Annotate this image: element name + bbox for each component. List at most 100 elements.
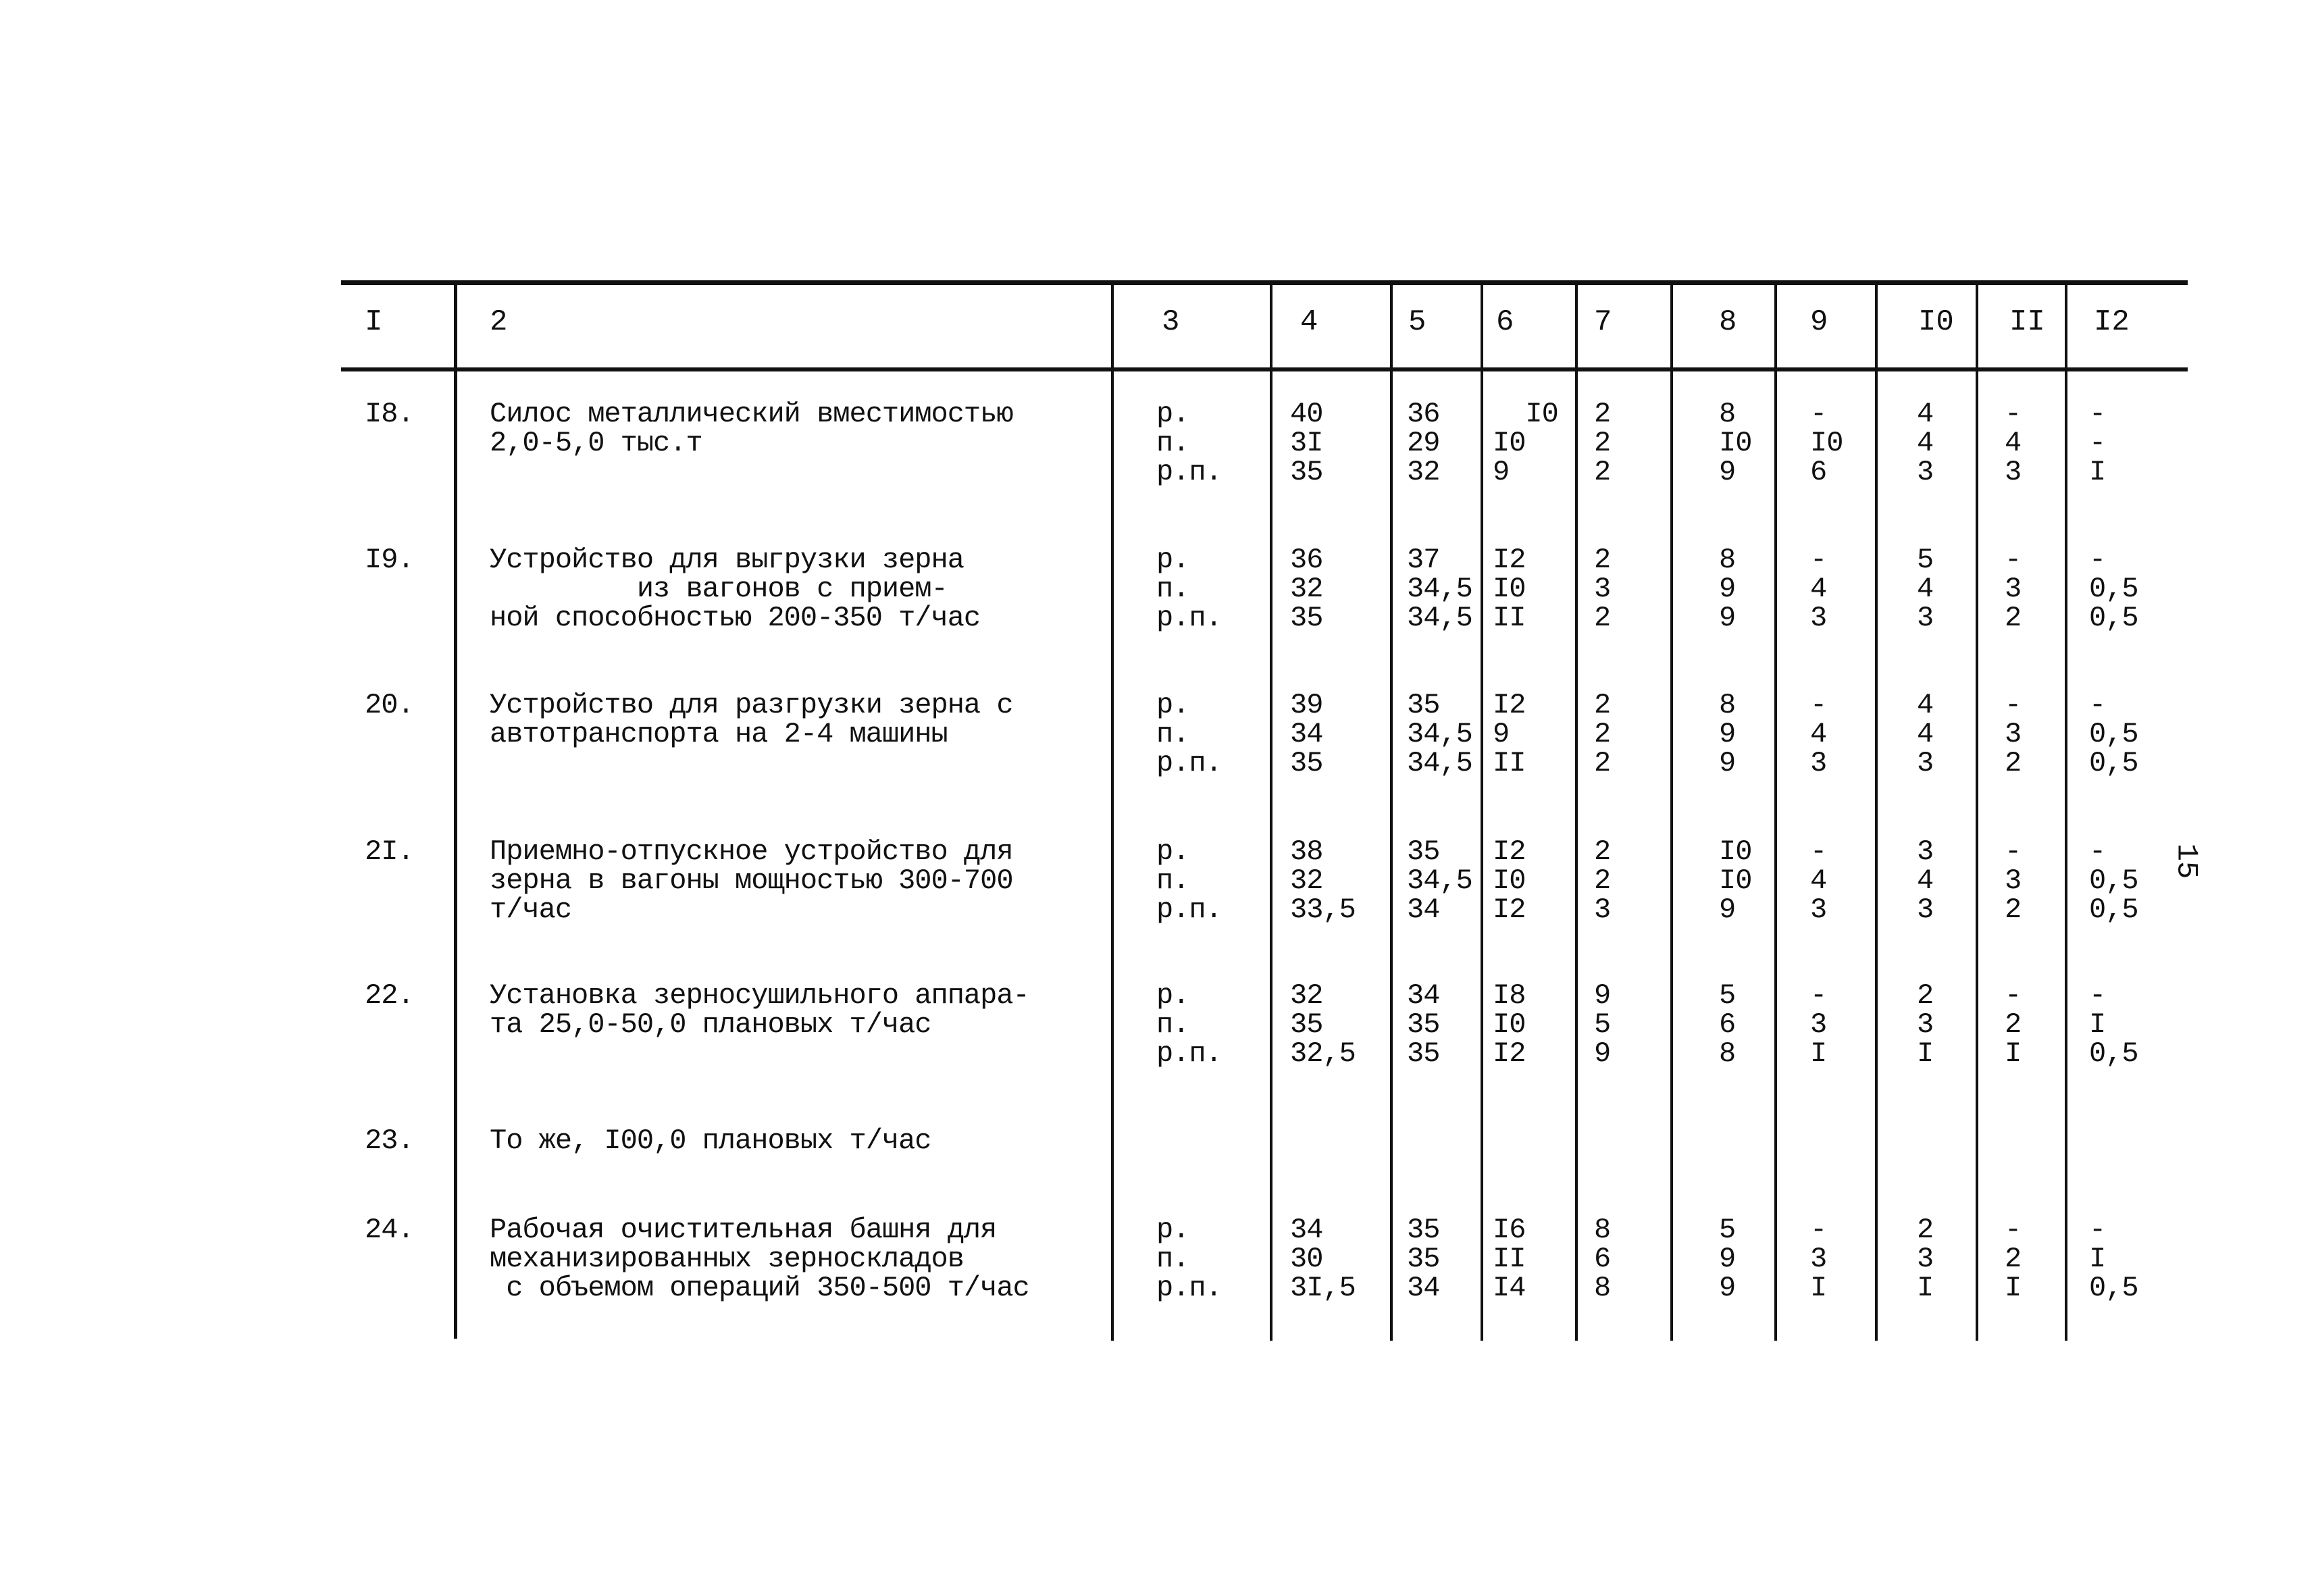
value-c9: 4 bbox=[1810, 865, 1827, 897]
row-type-label: р.п. bbox=[1156, 602, 1223, 634]
value-c9: 3 bbox=[1810, 747, 1827, 779]
column-header-2: 2 bbox=[490, 305, 508, 339]
value-c5: 34,5 bbox=[1407, 573, 1473, 605]
value-c4: 38 bbox=[1290, 835, 1323, 868]
value-c5: 35 bbox=[1407, 1243, 1440, 1275]
value-c12: 0,5 bbox=[2089, 1272, 2139, 1304]
value-c11: - bbox=[2005, 689, 2022, 721]
page-number: 15 bbox=[2169, 843, 2203, 879]
value-c11: - bbox=[2005, 1214, 2022, 1246]
value-c11: 3 bbox=[2005, 456, 2022, 488]
value-c10: 3 bbox=[1917, 1243, 1934, 1275]
row-type-label: п. bbox=[1156, 865, 1189, 897]
value-c8: 9 bbox=[1719, 456, 1736, 488]
value-c6: II bbox=[1493, 602, 1526, 634]
column-header-10: I0 bbox=[1918, 305, 1954, 339]
row-description-line: зерна в вагоны мощностью 300-700 bbox=[490, 865, 1014, 897]
row-number: I8. bbox=[365, 398, 415, 430]
row-description-line: Устройство для выгрузки зерна bbox=[490, 544, 965, 576]
value-c8: 9 bbox=[1719, 602, 1736, 634]
row-type-label: р.п. bbox=[1156, 1037, 1223, 1070]
value-c6: II bbox=[1493, 747, 1526, 779]
value-c12: - bbox=[2089, 689, 2106, 721]
value-c10: 3 bbox=[1917, 835, 1934, 868]
value-c7: 3 bbox=[1594, 894, 1611, 926]
value-c11: - bbox=[2005, 979, 2022, 1012]
value-c5: 35 bbox=[1407, 1214, 1440, 1246]
value-c7: 8 bbox=[1594, 1272, 1611, 1304]
table-top-rule bbox=[341, 280, 2188, 285]
value-c12: I bbox=[2089, 1243, 2106, 1275]
value-c5: 34,5 bbox=[1407, 718, 1473, 750]
value-c8: 5 bbox=[1719, 979, 1736, 1012]
value-c8: I0 bbox=[1719, 427, 1752, 459]
value-c7: 3 bbox=[1594, 573, 1611, 605]
value-c9: - bbox=[1810, 398, 1827, 430]
value-c10: 4 bbox=[1917, 718, 1934, 750]
row-type-label: п. bbox=[1156, 573, 1189, 605]
column-divider bbox=[1976, 284, 1978, 1341]
value-c6: I2 bbox=[1493, 1037, 1526, 1070]
value-c4: 39 bbox=[1290, 689, 1323, 721]
value-c11: 2 bbox=[2005, 894, 2022, 926]
value-c9: I bbox=[1810, 1272, 1827, 1304]
column-divider bbox=[454, 284, 457, 1339]
row-number: I9. bbox=[365, 544, 415, 576]
value-c8: 9 bbox=[1719, 718, 1736, 750]
value-c11: - bbox=[2005, 398, 2022, 430]
value-c11: - bbox=[2005, 544, 2022, 576]
value-c12: 0,5 bbox=[2089, 1037, 2139, 1070]
row-type-label: р.п. bbox=[1156, 894, 1223, 926]
value-c12: 0,5 bbox=[2089, 894, 2139, 926]
value-c12: - bbox=[2089, 1214, 2106, 1246]
value-c6: I0 bbox=[1493, 573, 1526, 605]
value-c6: I2 bbox=[1493, 544, 1526, 576]
value-c11: 4 bbox=[2005, 427, 2022, 459]
value-c8: 9 bbox=[1719, 1243, 1736, 1275]
value-c7: 2 bbox=[1594, 456, 1611, 488]
row-type-label: п. bbox=[1156, 427, 1189, 459]
value-c5: 34,5 bbox=[1407, 865, 1473, 897]
value-c11: I bbox=[2005, 1037, 2022, 1070]
row-type-label: р. bbox=[1156, 835, 1189, 868]
row-number: 22. bbox=[365, 979, 415, 1012]
value-c5: 34,5 bbox=[1407, 602, 1473, 634]
value-c10: 4 bbox=[1917, 398, 1934, 430]
column-divider bbox=[1774, 284, 1777, 1341]
value-c12: - bbox=[2089, 398, 2106, 430]
row-description-line: механизированных зерноскладов bbox=[490, 1243, 965, 1275]
value-c7: 6 bbox=[1594, 1243, 1611, 1275]
value-c5: 37 bbox=[1407, 544, 1440, 576]
column-divider bbox=[1270, 284, 1272, 1341]
value-c5: 35 bbox=[1407, 1037, 1440, 1070]
value-c12: 0,5 bbox=[2089, 865, 2139, 897]
value-c9: I0 bbox=[1810, 427, 1843, 459]
value-c11: 3 bbox=[2005, 573, 2022, 605]
value-c4: 30 bbox=[1290, 1243, 1323, 1275]
value-c11: 2 bbox=[2005, 1243, 2022, 1275]
row-type-label: р.п. bbox=[1156, 747, 1223, 779]
value-c10: I bbox=[1917, 1037, 1934, 1070]
row-type-label: р.п. bbox=[1156, 1272, 1223, 1304]
column-divider bbox=[1670, 284, 1673, 1341]
value-c4: 3I,5 bbox=[1290, 1272, 1356, 1304]
value-c7: 2 bbox=[1594, 602, 1611, 634]
column-header-9: 9 bbox=[1810, 305, 1828, 339]
value-c7: 2 bbox=[1594, 865, 1611, 897]
value-c7: 2 bbox=[1594, 718, 1611, 750]
value-c5: 34 bbox=[1407, 979, 1440, 1012]
value-c8: 8 bbox=[1719, 544, 1736, 576]
row-type-label: р. bbox=[1156, 689, 1189, 721]
column-header-3: 3 bbox=[1162, 305, 1180, 339]
value-c10: 3 bbox=[1917, 602, 1934, 634]
row-description-line: ной способностью 200-350 т/час bbox=[490, 602, 981, 634]
column-header-12: I2 bbox=[2094, 305, 2130, 339]
value-c4: 34 bbox=[1290, 1214, 1323, 1246]
value-c5: 34 bbox=[1407, 1272, 1440, 1304]
value-c9: 4 bbox=[1810, 718, 1827, 750]
row-type-label: р. bbox=[1156, 544, 1189, 576]
value-c5: 35 bbox=[1407, 835, 1440, 868]
column-divider bbox=[2065, 284, 2067, 1341]
column-divider bbox=[1575, 284, 1578, 1341]
row-description-line: автотранспорта на 2-4 машины bbox=[490, 718, 948, 750]
